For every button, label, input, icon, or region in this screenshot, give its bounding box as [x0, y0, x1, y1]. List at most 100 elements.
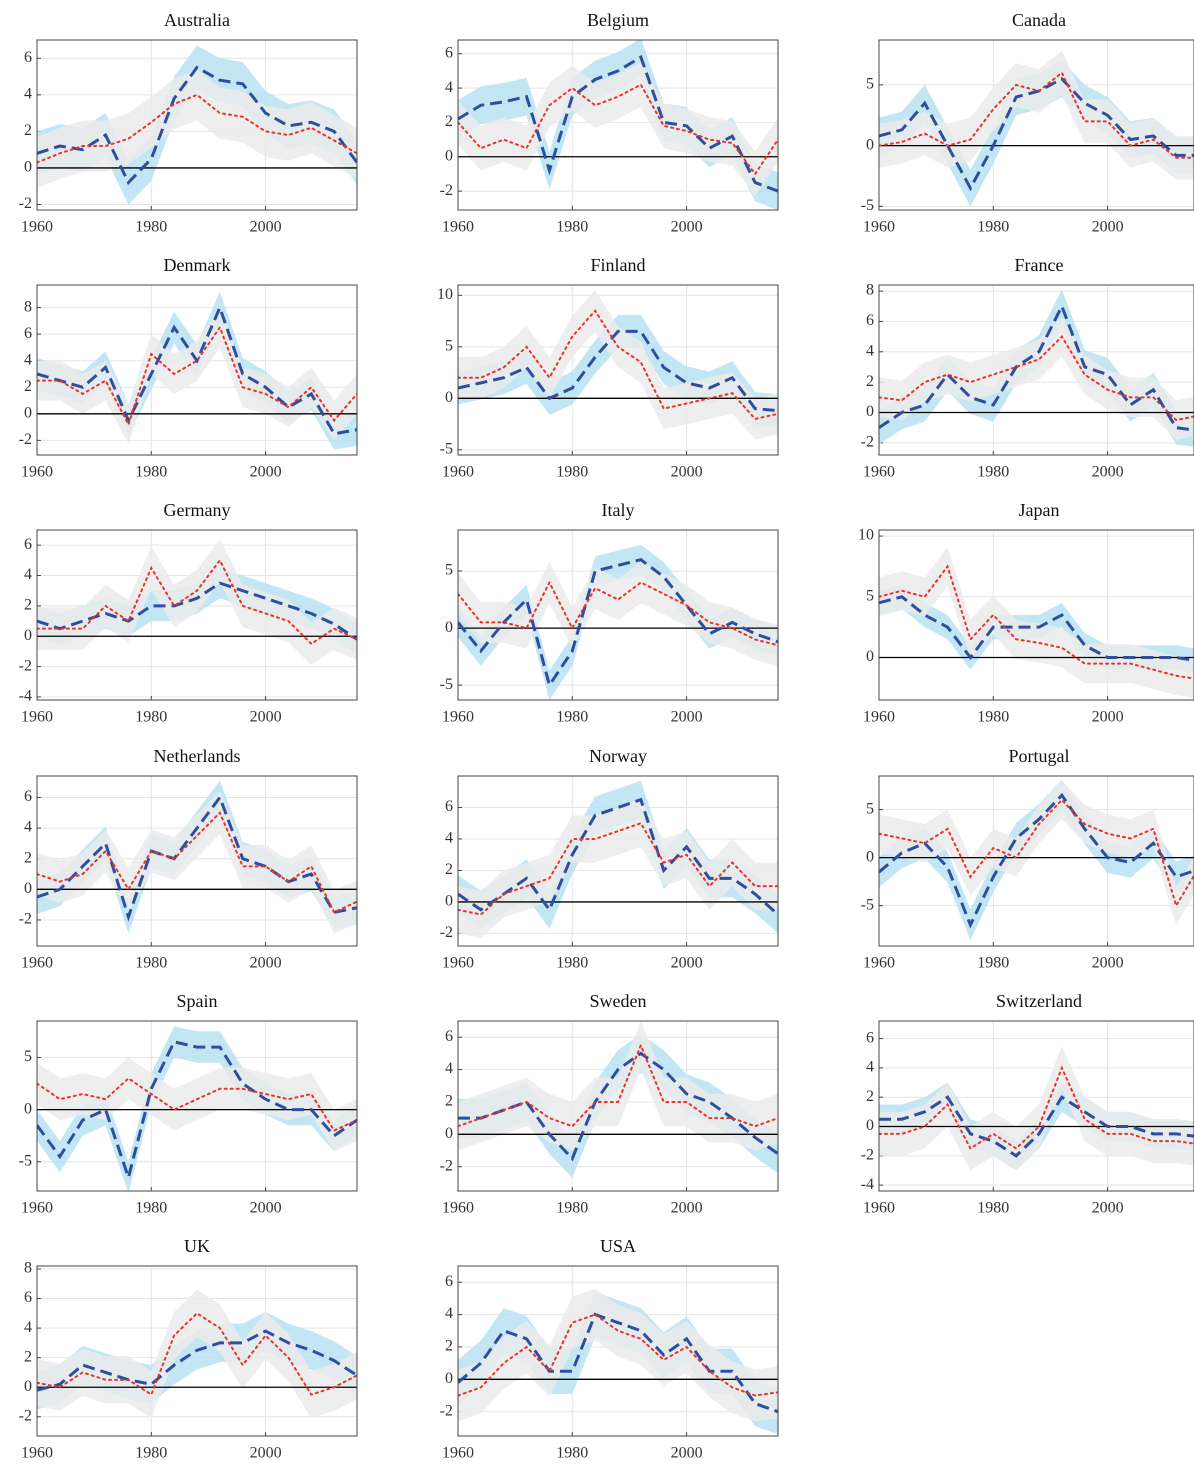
plot-frame: [36, 775, 358, 947]
panel: Italy -5 0 5 1960 1980 2000: [440, 500, 779, 726]
confidence-band: [37, 1289, 357, 1419]
confidence-band: [879, 780, 1194, 925]
x-tick-label: 1980: [977, 955, 1009, 972]
y-tick-label: 4: [866, 1059, 874, 1076]
y-tick-label: 6: [24, 49, 32, 66]
x-tick-label: 1980: [135, 1445, 167, 1462]
y-tick-label: 10: [858, 527, 874, 544]
y-tick-label: 0: [866, 403, 874, 420]
y-tick-label: 0: [866, 648, 874, 665]
panel-title: Canada: [1012, 10, 1066, 30]
x-tick-label: 1980: [556, 219, 588, 236]
y-tick-label: -2: [19, 1407, 32, 1424]
series-line: [37, 794, 357, 922]
y-tick-label: 2: [24, 849, 32, 866]
plot-frame: [457, 1020, 779, 1192]
x-tick-label: 2000: [250, 955, 282, 972]
series-line: [879, 595, 1194, 662]
x-tick-label: 2000: [671, 219, 703, 236]
series-line: [879, 792, 1194, 929]
x-tick-label: 1960: [863, 1200, 895, 1217]
x-tick-label: 1980: [135, 219, 167, 236]
plot-frame: [36, 39, 358, 211]
x-tick-label: 1960: [442, 709, 474, 726]
panel-title: Finland: [590, 255, 645, 275]
series-line: [879, 334, 1194, 422]
panel-title: Switzerland: [996, 991, 1082, 1011]
x-tick-label: 2000: [671, 1445, 703, 1462]
panel-title: USA: [600, 1236, 636, 1256]
series-line: [458, 1312, 778, 1414]
confidence-band: [879, 60, 1194, 207]
panel-title: Norway: [589, 746, 647, 766]
y-tick-label: 4: [24, 819, 32, 836]
x-tick-label: 1980: [977, 1200, 1009, 1217]
confidence-band: [37, 1057, 357, 1152]
x-tick-label: 2000: [1092, 219, 1124, 236]
y-tick-label: 0: [445, 1370, 453, 1387]
panel: Finland -5 0 5 10 1960 1980 2000: [437, 255, 779, 481]
x-tick-label: 1960: [21, 1200, 53, 1217]
y-tick-label: 0: [445, 147, 453, 164]
x-tick-label: 2000: [1092, 464, 1124, 481]
y-tick-label: -2: [19, 195, 32, 212]
y-tick-label: 2: [24, 597, 32, 614]
x-tick-label: 1980: [556, 955, 588, 972]
series-line: [458, 329, 778, 413]
plot-frame: [878, 775, 1194, 947]
y-tick-label: 5: [24, 1048, 32, 1065]
series-line: [458, 54, 778, 193]
panel: Belgium -2 0 2 4 6 1960 1980 2000: [440, 10, 779, 236]
confidence-band: [37, 539, 357, 666]
x-tick-label: 2000: [250, 219, 282, 236]
confidence-band: [879, 50, 1194, 180]
y-tick-label: 5: [445, 562, 453, 579]
y-tick-label: -4: [19, 688, 32, 705]
y-tick-label: -2: [440, 1402, 453, 1419]
y-tick-label: 2: [445, 861, 453, 878]
confidence-band: [458, 799, 778, 939]
plot-frame: [36, 529, 358, 701]
panel-title: Netherlands: [154, 746, 241, 766]
confidence-band: [458, 40, 778, 210]
panel: Denmark -2 0 2 4 6 8 1960 1980 2000: [19, 255, 358, 481]
series-line: [458, 309, 778, 421]
y-tick-label: 6: [445, 1028, 453, 1045]
plot-frame: [36, 1020, 358, 1192]
plot-frame: [457, 529, 779, 701]
x-tick-label: 2000: [1092, 955, 1124, 972]
y-tick-label: 2: [866, 373, 874, 390]
plot-area: [37, 1289, 357, 1419]
y-tick-label: 4: [24, 86, 32, 103]
plot-frame: [878, 1020, 1194, 1192]
series-line: [37, 558, 357, 646]
plot-frame: [36, 1265, 358, 1437]
y-tick-label: 10: [437, 286, 453, 303]
x-tick-label: 1980: [977, 219, 1009, 236]
x-tick-label: 1960: [21, 219, 53, 236]
x-tick-label: 2000: [250, 709, 282, 726]
plot-area: [458, 290, 778, 440]
plot-area: [879, 547, 1194, 698]
series-line: [37, 303, 357, 436]
series-line: [458, 822, 778, 916]
y-tick-label: -2: [19, 911, 32, 928]
series-line: [458, 1313, 778, 1397]
y-tick-label: 8: [24, 298, 32, 315]
x-tick-label: 1980: [135, 1200, 167, 1217]
panel-title: Portugal: [1009, 746, 1070, 766]
y-tick-label: 6: [24, 1289, 32, 1306]
y-tick-label: 0: [24, 405, 32, 422]
panel-title: Denmark: [164, 255, 231, 275]
plot-area: [458, 544, 778, 700]
y-tick-label: -2: [440, 182, 453, 199]
plot-frame: [36, 284, 358, 456]
y-tick-label: 6: [866, 312, 874, 329]
panel-title: Belgium: [587, 10, 649, 30]
plot-area: [37, 291, 357, 450]
plot-area: [37, 1026, 357, 1191]
plot-area: [458, 1021, 778, 1179]
plot-area: [879, 289, 1194, 447]
x-tick-label: 1980: [135, 955, 167, 972]
panel: Switzerland -4 -2 0 2 4 6 1960 1980 2000: [861, 991, 1194, 1217]
